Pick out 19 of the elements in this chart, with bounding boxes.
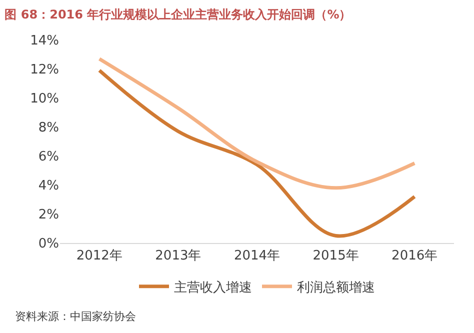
y-tick-label: 12% bbox=[30, 62, 59, 78]
y-tick-label: 0% bbox=[38, 236, 59, 252]
line-series bbox=[98, 68, 416, 238]
x-tick-label: 2014年 bbox=[234, 248, 280, 264]
y-tick-label: 8% bbox=[38, 120, 59, 136]
x-tick-label: 2016年 bbox=[392, 248, 438, 264]
legend-label: 主营收入增速 bbox=[174, 279, 252, 296]
y-tick-label: 2% bbox=[38, 208, 59, 223]
y-tick-label: 14% bbox=[30, 34, 59, 49]
chart-title: 图 68：2016 年行业规模以上企业主营业务收入开始回调（%） bbox=[4, 7, 352, 22]
text: 资料来源：中国家纺协会 bbox=[15, 310, 136, 323]
x-tick-label: 2015年 bbox=[312, 248, 359, 264]
line-series bbox=[98, 57, 416, 190]
x-tick-label: 2012年 bbox=[76, 248, 122, 264]
y-tick-label: 4% bbox=[38, 178, 59, 194]
y-tick-label: 10% bbox=[30, 92, 59, 107]
legend-label: 利润总额增速 bbox=[297, 280, 375, 296]
x-tick-label: 2013年 bbox=[155, 248, 202, 264]
y-tick-label: 6% bbox=[38, 150, 59, 165]
